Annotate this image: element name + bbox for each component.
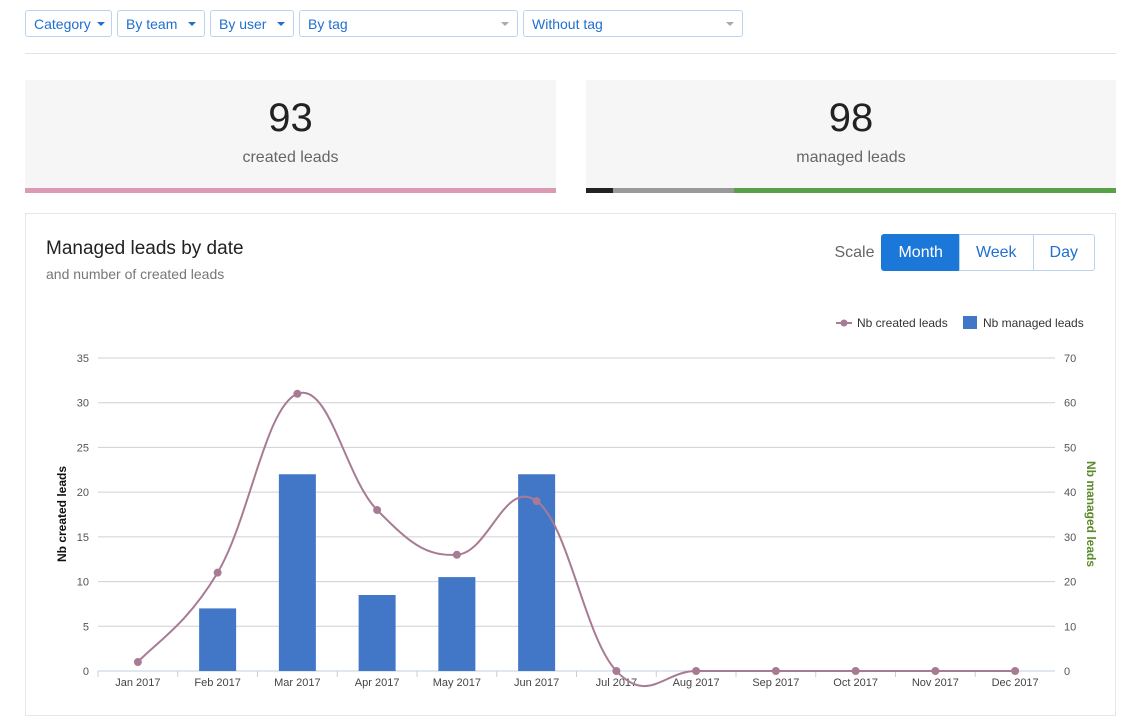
legend-bar-marker [963,316,977,329]
x-tick-label: Feb 2017 [194,677,240,689]
point-created-leads [532,497,541,506]
y-axis-right-title: Nb managed leads [1084,461,1098,567]
legend: Nb created leads Nb managed leads [836,316,1084,330]
point-created-leads [293,389,302,398]
legend-line-marker [840,319,848,327]
filter-bar: Category By team By user By tag Without … [25,10,743,37]
y-tick-label: 20 [77,487,89,499]
x-tick-label: Nov 2017 [912,677,959,689]
caret-down-icon [501,21,509,26]
bar-managed-leads [518,474,556,671]
managed-bar-segment [586,188,613,193]
legend-managed[interactable]: Nb managed leads [983,316,1084,330]
y-right-tick-label: 30 [1064,532,1076,544]
chart-title: Managed leads by date [46,238,244,259]
point-created-leads [452,550,461,559]
point-created-leads [133,658,142,667]
x-tick-label: Aug 2017 [673,677,720,689]
managed-bar-segment [612,188,735,193]
y-tick-label: 0 [83,666,89,678]
y-right-tick-label: 60 [1064,398,1076,410]
point-created-leads [771,667,780,675]
y-right-tick-label: 20 [1064,577,1076,589]
x-tick-label: Mar 2017 [274,677,320,689]
bar-managed-leads [278,474,316,671]
x-tick-label: Jun 2017 [514,677,559,689]
point-created-leads [851,667,860,675]
created-leads-label: created leads [242,149,339,166]
y-tick-label: 30 [77,398,89,410]
without-tag-label: Without tag [532,15,603,32]
point-created-leads [931,667,940,675]
by-user-label: By user [219,15,267,32]
caret-down-icon [96,21,105,26]
line-created-leads [137,391,1016,688]
category-dropdown[interactable]: Category [25,10,112,37]
point-created-leads [612,667,621,675]
by-team-label: By team [126,15,178,32]
caret-down-icon [277,21,285,26]
legend-created[interactable]: Nb created leads [857,316,948,330]
caret-down-icon [188,21,196,26]
y-tick-label: 35 [77,353,89,365]
y-axis-title: Nb created leads [55,466,69,562]
scale-day-button[interactable]: Day [1032,234,1095,271]
x-tick-label: Jan 2017 [115,677,160,689]
managed-leads-label: managed leads [796,149,906,166]
chart-subtitle: and number of created leads [46,266,225,282]
x-tick-label: May 2017 [433,677,481,689]
y-right-tick-label: 0 [1064,666,1070,678]
caret-down-icon [726,21,734,26]
by-tag-label: By tag [308,15,348,32]
managed-bar-segment [734,188,1116,193]
bar-managed-leads [438,577,476,671]
managed-leads-card: 98 managed leads [586,80,1116,193]
scale-selector: Scale Month Week Day [834,234,1095,271]
x-tick-label: Apr 2017 [355,677,400,689]
divider [25,53,1116,54]
y-right-tick-label: 10 [1064,621,1076,633]
category-label: Category [34,15,91,32]
created-leads-value: 93 [268,96,313,140]
x-tick-label: Dec 2017 [992,677,1039,689]
y-right-tick-label: 70 [1064,353,1076,365]
created-leads-card: 93 created leads [25,80,556,193]
bar-managed-leads [358,594,396,671]
y-tick-label: 25 [77,442,89,454]
x-tick-label: Sep 2017 [752,677,799,689]
y-tick-label: 5 [83,621,89,633]
managed-leads-value: 98 [828,96,874,140]
scale-label: Scale [834,243,875,261]
bar-managed-leads [199,608,237,671]
point-created-leads [1011,667,1020,675]
by-user-dropdown[interactable]: By user [210,10,294,37]
created-leads-bar [25,188,556,193]
point-created-leads [692,667,701,675]
by-tag-select[interactable]: By tag [299,10,518,37]
without-tag-select[interactable]: Without tag [523,10,743,37]
y-tick-label: 10 [77,577,89,589]
x-tick-label: Oct 2017 [833,677,878,689]
y-tick-label: 15 [77,532,89,544]
scale-month-button[interactable]: Month [881,234,960,271]
y-right-tick-label: 40 [1064,487,1076,499]
point-created-leads [373,506,382,515]
by-team-dropdown[interactable]: By team [117,10,205,37]
y-right-tick-label: 50 [1064,442,1076,454]
managed-leads-bar [586,188,1116,193]
chart-panel: Managed leads by date and number of crea… [25,213,1116,716]
point-created-leads [213,568,222,577]
